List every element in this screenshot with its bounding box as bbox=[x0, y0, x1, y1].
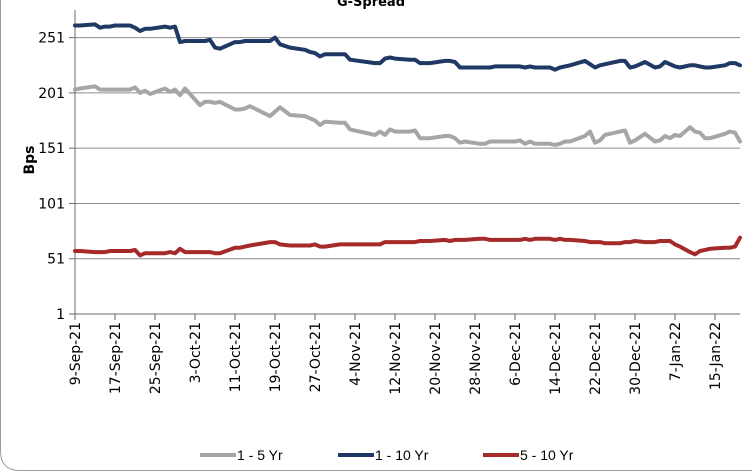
x-axis-ticks: 9-Sep-21 17-Sep-21 25-Sep-21 3-Oct-21 11-Oct… bbox=[68, 314, 724, 395]
y-tick-label: 201 bbox=[38, 86, 65, 102]
legend-label: 1 - 10 Yr bbox=[375, 447, 429, 463]
x-tick-label: 25-Sep-21 bbox=[148, 322, 164, 394]
x-tick-label: 30-Dec-21 bbox=[628, 322, 644, 395]
y-tick-label: 151 bbox=[38, 141, 65, 157]
x-tick-label: 22-Dec-21 bbox=[588, 322, 604, 395]
series-line-1-5-yr bbox=[75, 86, 740, 145]
y-tick-label: 1 bbox=[56, 307, 65, 323]
x-tick-label: 17-Sep-21 bbox=[108, 322, 124, 394]
x-tick-label: 11-Oct-21 bbox=[228, 322, 244, 392]
gridlines bbox=[75, 10, 740, 314]
legend: 1 - 5 Yr 1 - 10 Yr 5 - 10 Yr bbox=[200, 447, 574, 463]
x-tick-label: 6-Dec-21 bbox=[508, 322, 524, 386]
x-tick-label: 3-Oct-21 bbox=[188, 322, 204, 383]
x-tick-label: 27-Oct-21 bbox=[308, 322, 324, 392]
legend-label: 5 - 10 Yr bbox=[520, 447, 574, 463]
x-tick-label: 12-Nov-21 bbox=[388, 322, 404, 395]
x-tick-label: 15-Jan-22 bbox=[708, 322, 724, 390]
x-tick-label: 20-Nov-21 bbox=[428, 322, 444, 395]
series-lines bbox=[75, 24, 740, 255]
chart-title: G-Spread bbox=[337, 0, 405, 10]
y-tick-label: 251 bbox=[38, 31, 65, 47]
x-tick-label: 14-Dec-21 bbox=[548, 322, 564, 395]
y-tick-label: 51 bbox=[47, 252, 65, 268]
series-line-5-10-yr bbox=[75, 238, 740, 256]
x-tick-label: 7-Jan-22 bbox=[668, 322, 684, 381]
x-tick-label: 28-Nov-21 bbox=[468, 322, 484, 395]
x-tick-label: 4-Nov-21 bbox=[348, 322, 364, 386]
x-tick-label: 9-Sep-21 bbox=[68, 322, 84, 385]
y-axis-label: Bps bbox=[22, 145, 38, 174]
legend-label: 1 - 5 Yr bbox=[237, 447, 283, 463]
series-line-1-10-yr bbox=[75, 24, 740, 69]
y-tick-label: 101 bbox=[38, 196, 65, 212]
x-tick-label: 19-Oct-21 bbox=[268, 322, 284, 392]
